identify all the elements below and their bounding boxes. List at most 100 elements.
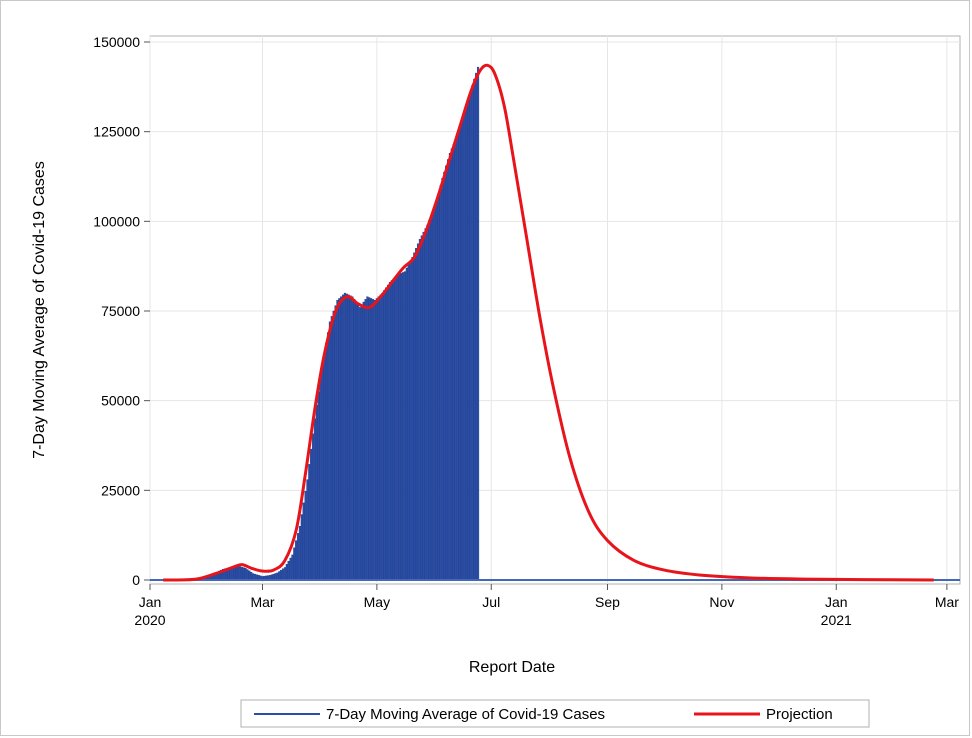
x-axis-ticks: Jan 2020 Mar May Jul Sep Nov Jan 2021 Mar: [134, 584, 959, 628]
bar: [336, 300, 339, 581]
bar: [426, 224, 429, 581]
bar: [280, 569, 283, 581]
x-tick-label: Mar: [935, 594, 959, 610]
y-tick-label: 25000: [101, 482, 140, 498]
bar: [473, 78, 476, 581]
bar: [373, 300, 376, 581]
bar: [454, 139, 457, 581]
x-tick-label: Sep: [595, 594, 620, 610]
bar: [448, 152, 451, 581]
bar: [308, 464, 311, 581]
legend-label-bars: 7-Day Moving Average of Covid-19 Cases: [326, 706, 605, 723]
bar: [465, 103, 468, 581]
bar: [238, 566, 241, 581]
bar: [443, 171, 446, 581]
bar: [289, 557, 292, 581]
bar: [409, 260, 412, 581]
bar: [407, 264, 410, 581]
bar: [306, 479, 309, 581]
y-tick-label: 75000: [101, 303, 140, 319]
bar: [355, 301, 358, 581]
bar: [413, 252, 416, 581]
x-tick-label: Jan: [139, 594, 162, 610]
legend-box: [240, 699, 870, 728]
x-tick-label: May: [364, 594, 390, 610]
bar: [463, 109, 466, 581]
bar: [476, 66, 480, 581]
bar: [364, 299, 367, 581]
bar: [328, 321, 331, 581]
bar: [323, 353, 326, 581]
bar: [439, 185, 442, 581]
bar: [356, 304, 360, 581]
bar: [246, 569, 249, 581]
bar: [394, 276, 397, 581]
bar: [471, 84, 474, 581]
bar: [441, 178, 444, 581]
bar: [319, 378, 322, 581]
x-tick-sublabel: 2021: [821, 612, 852, 628]
bar: [278, 571, 281, 581]
bar: [400, 273, 403, 581]
x-tick-sublabel: 2020: [134, 612, 165, 628]
bar: [383, 290, 386, 581]
bar: [338, 298, 341, 581]
bar: [341, 294, 345, 581]
bar: [281, 568, 285, 581]
plot-area: [149, 35, 961, 585]
bar: [315, 404, 318, 581]
bar: [291, 554, 294, 581]
bar: [386, 284, 390, 581]
bar: [349, 295, 352, 581]
x-tick-label: Mar: [250, 594, 274, 610]
bar: [296, 533, 300, 581]
bar: [248, 570, 251, 581]
bar: [456, 135, 459, 581]
y-tick-label: 100000: [93, 213, 140, 229]
y-tick-label: 50000: [101, 393, 140, 409]
bar: [450, 148, 453, 581]
bar: [326, 332, 330, 581]
bar: [435, 199, 438, 581]
bar: [452, 144, 455, 581]
bar: [368, 297, 371, 581]
bar: [403, 271, 406, 581]
bar: [340, 296, 343, 581]
bar: [385, 287, 388, 581]
bar: [310, 448, 313, 581]
bar: [375, 298, 378, 581]
y-tick-label: 0: [132, 572, 140, 588]
bar: [370, 298, 373, 581]
bar: [283, 567, 286, 581]
bar: [313, 418, 316, 581]
bar: [244, 567, 247, 581]
bar: [467, 97, 470, 581]
bar: [461, 116, 465, 581]
bar: [460, 122, 463, 581]
legend-label-projection: Projection: [766, 706, 833, 723]
projection-line: [163, 63, 934, 582]
bar: [235, 566, 238, 581]
bar: [433, 206, 436, 581]
bar: [458, 128, 461, 581]
bar: [240, 566, 243, 581]
bar: [430, 215, 433, 581]
bar: [392, 278, 395, 581]
y-tick-label: 125000: [93, 124, 140, 140]
bar: [362, 301, 365, 581]
bar: [347, 294, 350, 581]
bar: [416, 243, 420, 581]
bar: [381, 292, 384, 581]
bar: [250, 572, 253, 581]
bar: [424, 228, 427, 581]
y-axis-ticks: 0 25000 50000 75000 100000 125000 150000: [93, 34, 150, 588]
bar: [236, 565, 240, 581]
bar: [401, 272, 405, 581]
bar: [379, 294, 382, 581]
bar: [418, 239, 421, 581]
legend: 7-Day Moving Average of Covid-19 Cases P…: [240, 699, 870, 728]
x-axis-label: Report Date: [469, 659, 555, 676]
bar: [405, 267, 408, 581]
bar: [285, 564, 288, 581]
